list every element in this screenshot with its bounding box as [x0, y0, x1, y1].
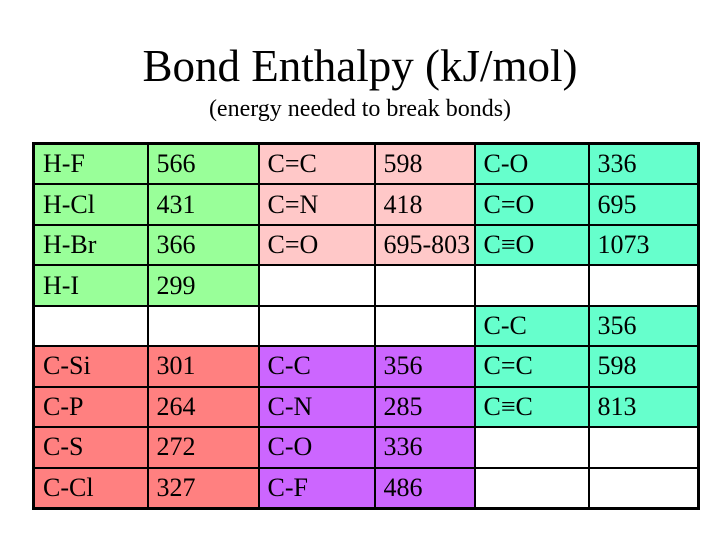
table-cell — [32, 304, 149, 348]
table-row: C-C 356 — [32, 304, 700, 348]
table-cell: 272 — [146, 426, 260, 469]
table-cell: 695 — [587, 183, 700, 226]
table-cell — [473, 264, 590, 307]
table-cell: 366 — [146, 223, 260, 267]
table-cell — [473, 466, 590, 510]
slide-title: Bond Enthalpy (kJ/mol) — [142, 41, 578, 91]
table-cell: 285 — [373, 385, 476, 429]
table-cell: C≡C — [473, 385, 590, 429]
table-cell — [146, 304, 260, 348]
table-cell: C=N — [257, 183, 376, 226]
table-cell: 813 — [587, 385, 700, 429]
table-cell: 356 — [587, 304, 700, 348]
table-cell: C-Si — [32, 345, 149, 388]
table-cell: H-F — [32, 142, 149, 186]
table-cell: C=O — [473, 183, 590, 226]
table-cell: 486 — [373, 466, 476, 510]
table-row: H-Cl 431 C=N 418 C=O 695 — [32, 183, 700, 226]
bond-enthalpy-table: H-F 566 C=C 598 C-O 336 H-Cl 431 C=N 418 C=O 695 H-B… — [32, 142, 700, 510]
table-row: C-Cl 327 C-F 486 — [32, 466, 700, 510]
table-cell — [473, 426, 590, 469]
table-cell: C-Cl — [32, 466, 149, 510]
table-cell: C=C — [473, 345, 590, 388]
table-cell — [373, 304, 476, 348]
table-cell: 356 — [373, 345, 476, 388]
table-cell: C-O — [257, 426, 376, 469]
table-cell: 598 — [587, 345, 700, 388]
table-cell: 336 — [587, 142, 700, 186]
table-cell: 336 — [373, 426, 476, 469]
table-row: H-I 299 — [32, 264, 700, 307]
table-cell: 1073 — [587, 223, 700, 267]
table-cell — [257, 264, 376, 307]
table-row: C-S 272 C-O 336 — [32, 426, 700, 469]
table-cell: C-P — [32, 385, 149, 429]
table-cell: C-N — [257, 385, 376, 429]
table-cell: C=C — [257, 142, 376, 186]
table-cell: H-I — [32, 264, 149, 307]
table-cell: H-Br — [32, 223, 149, 267]
table-cell — [373, 264, 476, 307]
table-cell: C=O — [257, 223, 376, 267]
table-cell: C-F — [257, 466, 376, 510]
table-row: H-F 566 C=C 598 C-O 336 — [32, 142, 700, 186]
slide-subtitle: (energy needed to break bonds) — [208, 96, 512, 122]
table-cell: 598 — [373, 142, 476, 186]
table-cell: C-O — [473, 142, 590, 186]
table-cell — [587, 264, 700, 307]
table-cell: 301 — [146, 345, 260, 388]
table-row: C-P 264 C-N 285 C≡C 813 — [32, 385, 700, 429]
table-cell — [587, 466, 700, 510]
table-cell — [257, 304, 376, 348]
table-cell: 431 — [146, 183, 260, 226]
table-cell: 418 — [373, 183, 476, 226]
table-cell: C-S — [32, 426, 149, 469]
table-cell: 327 — [146, 466, 260, 510]
table-row: H-Br 366 C=O 695-803 C≡O 1073 — [32, 223, 700, 267]
table-cell: 695-803 — [373, 223, 476, 267]
table-cell: 264 — [146, 385, 260, 429]
table-cell: 299 — [146, 264, 260, 307]
table-cell: 566 — [146, 142, 260, 186]
table-body: H-F 566 C=C 598 C-O 336 H-Cl 431 C=N 418 C=O 695 H-B… — [32, 142, 700, 510]
table-cell: C-C — [257, 345, 376, 388]
table-row: C-Si 301 C-C 356 C=C 598 — [32, 345, 700, 388]
table-cell — [587, 426, 700, 469]
table-cell: C-C — [473, 304, 590, 348]
table-cell: C≡O — [473, 223, 590, 267]
table-cell: H-Cl — [32, 183, 149, 226]
